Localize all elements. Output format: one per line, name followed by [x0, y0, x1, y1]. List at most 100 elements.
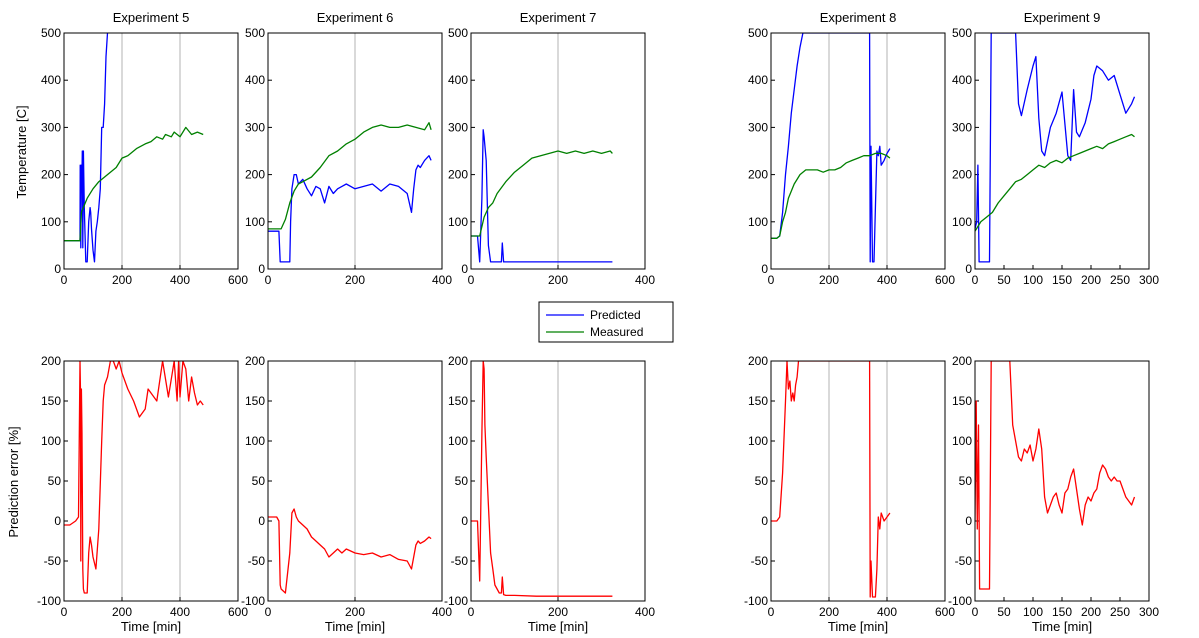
error-panel-4-y-tick-label: -50 [751, 554, 769, 568]
temperature-panel-4-y-tick-label: 0 [761, 262, 768, 276]
temperature-panel-2-y-tick-label: 500 [245, 26, 265, 40]
temperature-panel-4-measured-line [771, 152, 891, 239]
temperature-panel-4-series-group [771, 33, 891, 263]
temperature-panel-5-x-tick-label: 50 [997, 273, 1011, 287]
error-panel-5-frame [974, 360, 1150, 602]
temperature-panel-1-x-tick-label: 600 [228, 273, 248, 287]
temperature-panel-2-y-tick-label: 200 [245, 168, 265, 182]
temperature-panel-5-x-tick-label: 200 [1081, 273, 1101, 287]
temperature-panel-4: 0 200 400 600 0 100 200 300 400 500 Experiment 8 [748, 10, 955, 287]
error-panel-3-frame [470, 360, 646, 602]
temperature-panel-1-title: Experiment 5 [113, 10, 190, 25]
temperature-panel-3-predicted-line [471, 129, 613, 263]
error-panel-5-y-tick-label: 200 [952, 354, 972, 368]
error-panel-5-x-tick-label: 150 [1052, 605, 1072, 619]
error-panel-5-x-tick-label: 50 [997, 605, 1011, 619]
temperature-panel-3-y-tick-label: 400 [448, 73, 468, 87]
error-panel-5-x-tick-label: 250 [1110, 605, 1130, 619]
error-panel-1-y-tick-label: 50 [48, 474, 62, 488]
error-panel-5-plot-area [975, 361, 1149, 601]
error-panel-1-prediction-error-line [64, 361, 204, 594]
legend-predicted-label: Predicted [590, 308, 641, 322]
temperature-panel-3: 0 200 400 0 100 200 300 400 500 Experiment 7 [448, 10, 655, 287]
temperature-panel-5-x-tick-label: 100 [1023, 273, 1043, 287]
temperature-panel-3-title: Experiment 7 [520, 10, 597, 25]
temperature-panel-1-x-tick-label: 400 [170, 273, 190, 287]
temperature-panel-2-y-tick-label: 0 [258, 262, 265, 276]
error-panel-1-y-tick-label: 100 [41, 434, 61, 448]
temperature-panel-2-frame [267, 32, 443, 270]
temperature-panel-1-y-tick-label: 200 [41, 168, 61, 182]
error-panel-5-series-group [975, 361, 1136, 590]
error-panel-2-y-tick-label: -100 [241, 594, 265, 608]
error-panel-2-y-tick-label: -50 [248, 554, 266, 568]
temperature-panel-4-title: Experiment 8 [820, 10, 897, 25]
temperature-panel-1-plot-area [64, 33, 238, 269]
error-panel-5-y-tick-label: 150 [952, 394, 972, 408]
temperature-panel-3-x-tick-label: 400 [635, 273, 655, 287]
error-panel-5-x-tick-label: 200 [1081, 605, 1101, 619]
temperature-panel-1-y-tick-label: 0 [54, 262, 61, 276]
temperature-panel-4-x-tick-label: 0 [768, 273, 775, 287]
error-panel-1-y-tick-label: 200 [41, 354, 61, 368]
error-panel-2-y-tick-label: 200 [245, 354, 265, 368]
legend-box [538, 301, 674, 343]
error-panel-4-x-axis-label: Time [min] [828, 619, 888, 634]
temperature-panel-3-y-tick-label: 200 [448, 168, 468, 182]
error-panel-3-y-tick-label: 0 [461, 514, 468, 528]
error-panel-4-x-tick-label: 0 [768, 605, 775, 619]
error-panel-1-frame [63, 360, 239, 602]
temperature-panel-1: 0 200 400 600 0 100 200 300 400 500 Experiment 5 [41, 10, 248, 287]
temperature-panel-5-y-tick-label: 500 [952, 26, 972, 40]
error-panel-1-x-tick-label: 200 [112, 605, 132, 619]
error-panel-5-y-tick-label: -100 [948, 594, 972, 608]
error-panel-4-y-tick-label: 50 [755, 474, 769, 488]
temperature-panel-4-y-tick-label: 300 [748, 120, 768, 134]
error-panel-2-y-tick-label: 100 [245, 434, 265, 448]
error-panel-1-y-tick-label: -100 [37, 594, 61, 608]
error-panel-3-x-tick-label: 200 [548, 605, 568, 619]
temperature-panel-4-frame [770, 32, 946, 270]
error-panel-4-x-tick-label: 600 [935, 605, 955, 619]
temperature-panel-3-y-tick-label: 0 [461, 262, 468, 276]
error-panel-1-x-tick-label: 400 [170, 605, 190, 619]
temperature-panel-1-frame [63, 32, 239, 270]
temperature-panel-5-frame [974, 32, 1150, 270]
error-panel-2-frame [267, 360, 443, 602]
error-panel-3-x-axis-label: Time [min] [528, 619, 588, 634]
error-panel-1-y-tick-label: 0 [54, 514, 61, 528]
error-panel-1-x-tick-label: 0 [61, 605, 68, 619]
temperature-panel-5-x-tick-label: 300 [1139, 273, 1159, 287]
error-panel-2-x-tick-label: 400 [432, 605, 452, 619]
temperature-panel-4-predicted-line [771, 33, 891, 263]
error-panel-4-plot-area [771, 361, 945, 601]
temperature-panel-2-x-tick-label: 200 [345, 273, 365, 287]
temperature-axis-label: Temperature [C] [14, 105, 29, 198]
temperature-panel-4-x-tick-label: 600 [935, 273, 955, 287]
temperature-panel-4-plot-area [771, 33, 945, 269]
error-panel-2-y-tick-label: 0 [258, 514, 265, 528]
temperature-panel-5-title: Experiment 9 [1024, 10, 1101, 25]
error-panel-2-y-tick-label: 150 [245, 394, 265, 408]
temperature-panel-1-y-tick-label: 500 [41, 26, 61, 40]
error-panel-3-series-group [471, 361, 613, 597]
temperature-panel-5-y-tick-label: 0 [965, 262, 972, 276]
error-panel-4-x-tick-label: 200 [819, 605, 839, 619]
error-panel-5-y-tick-label: 100 [952, 434, 972, 448]
temperature-panel-4-y-tick-label: 100 [748, 215, 768, 229]
error-panel-5-x-tick-label: 300 [1139, 605, 1159, 619]
error-panel-2-series-group [268, 508, 432, 594]
error-panel-2-x-axis-label: Time [min] [325, 619, 385, 634]
error-panel-2-y-tick-label: 50 [252, 474, 266, 488]
temperature-panel-5-x-tick-label: 150 [1052, 273, 1072, 287]
error-panel-4-y-tick-label: -100 [744, 594, 768, 608]
temperature-panel-4-x-tick-label: 200 [819, 273, 839, 287]
temperature-panel-3-x-tick-label: 200 [548, 273, 568, 287]
temperature-panel-5-plot-area [975, 33, 1149, 269]
error-panel-3-y-tick-label: 150 [448, 394, 468, 408]
temperature-panel-1-series-group [64, 33, 204, 263]
temperature-panel-5-x-tick-label: 250 [1110, 273, 1130, 287]
